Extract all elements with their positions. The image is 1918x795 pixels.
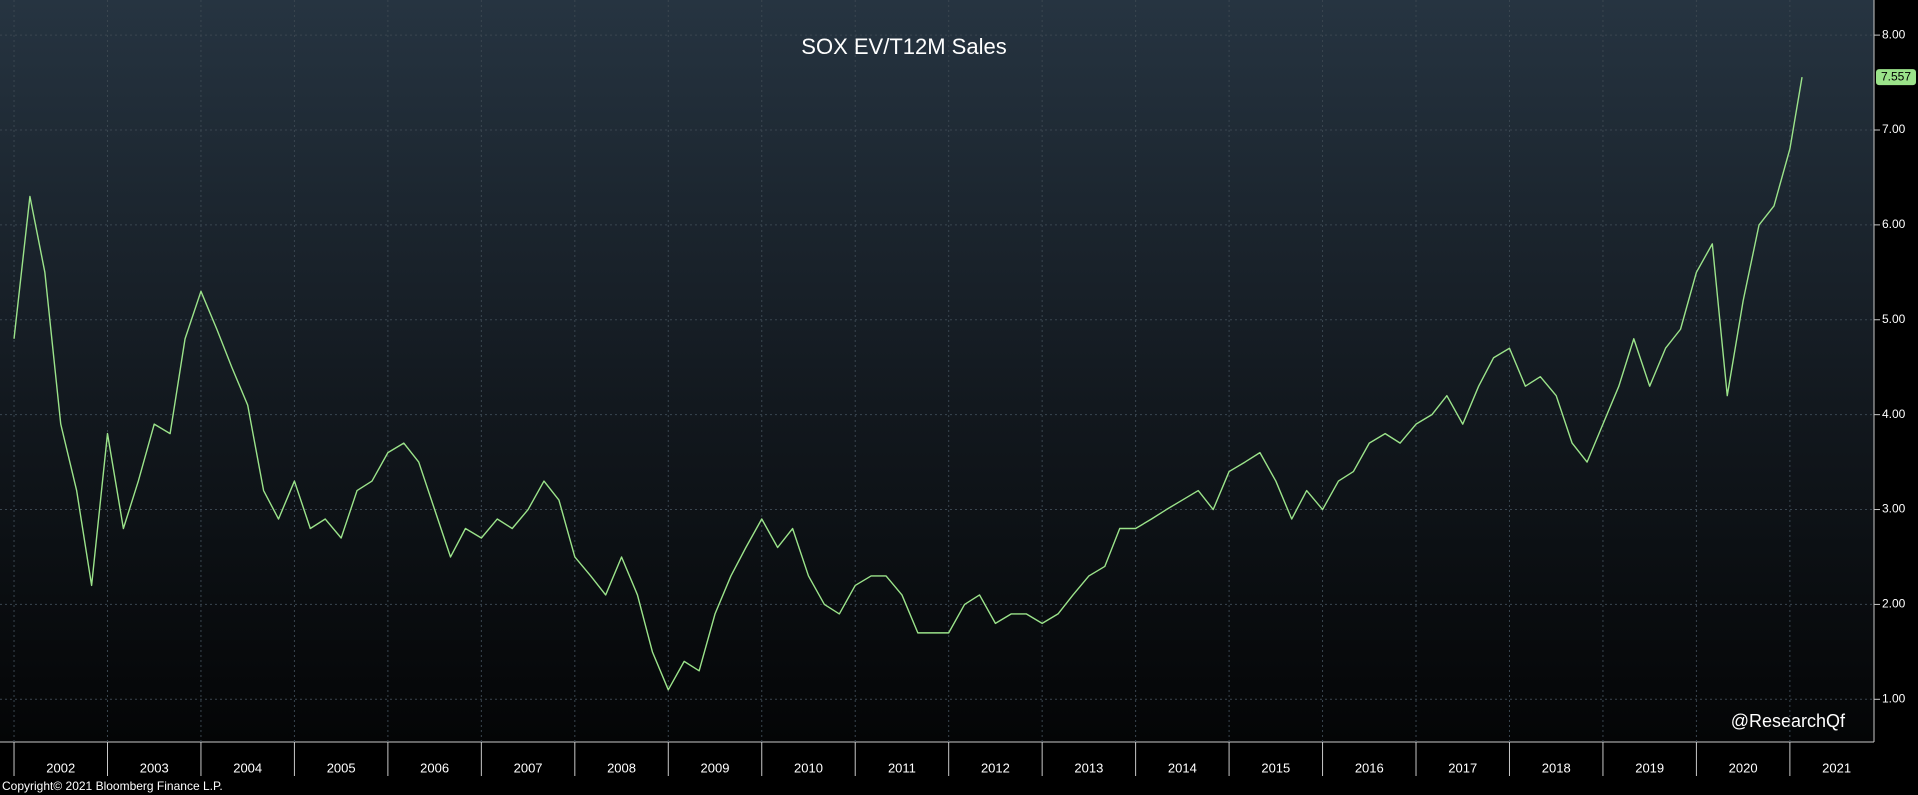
y-tick-label: 4.00 xyxy=(1882,407,1906,421)
x-tick-label: 2019 xyxy=(1635,760,1664,775)
copyright: Copyright© 2021 Bloomberg Finance L.P. xyxy=(2,779,223,793)
x-tick-label: 2013 xyxy=(1074,760,1103,775)
y-tick-label: 7.00 xyxy=(1882,122,1906,136)
chart-title: SOX EV/T12M Sales xyxy=(801,34,1006,59)
x-tick-label: 2008 xyxy=(607,760,636,775)
x-tick-label: 2010 xyxy=(794,760,823,775)
x-axis-background xyxy=(0,742,1874,795)
y-tick-label: 5.00 xyxy=(1882,312,1906,326)
x-tick-label: 2007 xyxy=(514,760,543,775)
x-tick-label: 2017 xyxy=(1448,760,1477,775)
annotation: @ResearchQf xyxy=(1731,711,1846,731)
x-tick-label: 2003 xyxy=(140,760,169,775)
y-tick-label: 8.00 xyxy=(1882,27,1906,41)
x-tick-label: 2018 xyxy=(1542,760,1571,775)
value-label-box xyxy=(1876,69,1916,86)
x-tick-label: 2015 xyxy=(1261,760,1290,775)
line xyxy=(13,77,1803,691)
x-tick-label: 2021 xyxy=(1822,760,1851,775)
y-tick-label: 3.00 xyxy=(1882,502,1906,516)
x-tick-label: 2002 xyxy=(46,760,75,775)
y-tick-label: 6.00 xyxy=(1882,217,1906,231)
plot-background xyxy=(0,0,1874,742)
value-label: 7.557 xyxy=(1881,69,1911,83)
y-tick-label: 1.00 xyxy=(1882,691,1906,705)
x-tick-label: 2012 xyxy=(981,760,1010,775)
x-tick-label: 2009 xyxy=(701,760,730,775)
x-tick-label: 2020 xyxy=(1729,760,1758,775)
x-tick-label: 2016 xyxy=(1355,760,1384,775)
y-axis-background xyxy=(1874,0,1918,795)
y-tick-label: 2.00 xyxy=(1882,597,1906,611)
x-tick-label: 2004 xyxy=(233,760,262,775)
x-tick-label: 2011 xyxy=(888,760,916,775)
x-tick-label: 2014 xyxy=(1168,760,1197,775)
x-tick-label: 2006 xyxy=(420,760,449,775)
x-tick-label: 2005 xyxy=(327,760,356,775)
